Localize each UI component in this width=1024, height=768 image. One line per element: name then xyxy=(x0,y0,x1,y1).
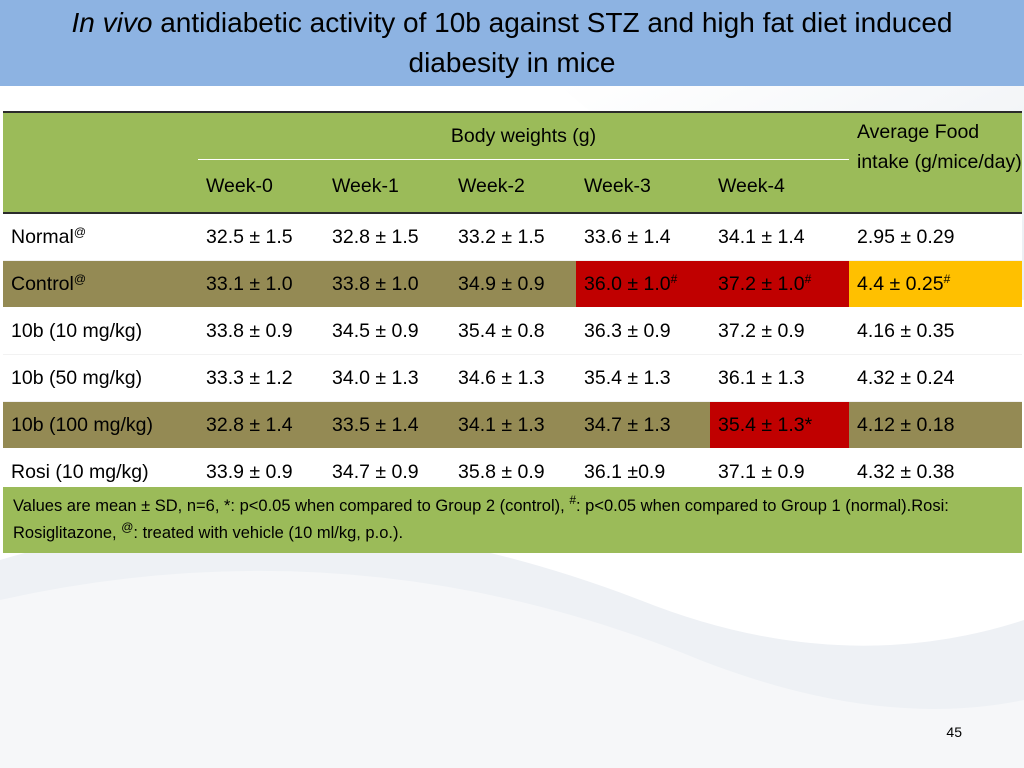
value-cell: 32.5 ± 1.5 xyxy=(198,213,324,261)
at-mark: @ xyxy=(73,224,87,239)
header-group-cell xyxy=(3,111,198,214)
group-cell: 10b (50 mg/kg) xyxy=(3,354,198,402)
value-cell: 34.0 ± 1.3 xyxy=(324,354,450,402)
week-header: Week-2 xyxy=(450,159,576,214)
value-cell: 32.8 ± 1.5 xyxy=(324,213,450,261)
value-cell: 36.3 ± 0.9 xyxy=(576,307,710,355)
hash-mark: # xyxy=(670,271,678,286)
body-weights-header: Body weights (g) xyxy=(198,111,849,160)
hash-mark: # xyxy=(569,493,576,507)
hash-mark: # xyxy=(804,271,812,286)
significant-value-cell: 35.4 ± 1.3* xyxy=(710,401,849,449)
value-cell: 32.8 ± 1.4 xyxy=(198,401,324,449)
value-cell: 34.1 ± 1.3 xyxy=(450,401,576,449)
table-row-control: Control@ 33.1 ± 1.0 33.8 ± 1.0 34.9 ± 0.… xyxy=(3,260,1022,308)
value-cell: 33.8 ± 1.0 xyxy=(324,260,450,308)
value-cell: 33.5 ± 1.4 xyxy=(324,401,450,449)
significant-value-cell: 37.2 ± 1.0# xyxy=(710,260,849,308)
title-line-2: diabesity in mice xyxy=(408,47,616,78)
value-cell: 35.4 ± 1.3 xyxy=(576,354,710,402)
group-cell: 10b (100 mg/kg) xyxy=(3,401,198,449)
page-number: 45 xyxy=(946,724,962,740)
title-text: antidiabetic activity of 10b against STZ… xyxy=(160,7,953,38)
food-cell: 2.95 ± 0.29 xyxy=(849,213,1022,261)
title-line-1: In vivo antidiabetic activity of 10b aga… xyxy=(72,3,953,43)
table-row-10b-100: 10b (100 mg/kg) 32.8 ± 1.4 33.5 ± 1.4 34… xyxy=(3,401,1022,449)
value-cell: 34.1 ± 1.4 xyxy=(710,213,849,261)
value-cell: 33.6 ± 1.4 xyxy=(576,213,710,261)
group-cell: Normal@ xyxy=(3,213,198,261)
week-header: Week-1 xyxy=(324,159,450,214)
food-cell: 4.16 ± 0.35 xyxy=(849,307,1022,355)
food-intake-header: Average Food intake (g/mice/day) xyxy=(849,111,1022,214)
value-cell: 33.8 ± 0.9 xyxy=(198,307,324,355)
table-header-row: Body weights (g) Average Food intake (g/… xyxy=(3,111,1022,214)
value-cell: 34.6 ± 1.3 xyxy=(450,354,576,402)
value-cell: 34.5 ± 0.9 xyxy=(324,307,450,355)
group-cell: Control@ xyxy=(3,260,198,308)
value-cell: 35.4 ± 0.8 xyxy=(450,307,576,355)
value-cell: 33.2 ± 1.5 xyxy=(450,213,576,261)
table-row-10b-50: 10b (50 mg/kg) 33.3 ± 1.2 34.0 ± 1.3 34.… xyxy=(3,354,1022,402)
at-mark: @ xyxy=(73,271,87,286)
group-cell: 10b (10 mg/kg) xyxy=(3,307,198,355)
value-cell: 33.1 ± 1.0 xyxy=(198,260,324,308)
week-header-row: Week-0 Week-1 Week-2 Week-3 Week-4 xyxy=(3,159,1022,214)
week-header: Week-4 xyxy=(710,159,849,214)
food-cell-highlighted: 4.4 ± 0.25# xyxy=(849,260,1022,308)
at-mark: @ xyxy=(121,520,134,534)
title-italic: In vivo xyxy=(71,7,153,38)
slide-title: In vivo antidiabetic activity of 10b aga… xyxy=(0,0,1024,86)
value-cell: 37.2 ± 0.9 xyxy=(710,307,849,355)
value-cell: 33.3 ± 1.2 xyxy=(198,354,324,402)
food-cell: 4.12 ± 0.18 xyxy=(849,401,1022,449)
table-footnote: Values are mean ± SD, n=6, *: p<0.05 whe… xyxy=(3,487,1022,553)
significant-value-cell: 36.0 ± 1.0# xyxy=(576,260,710,308)
value-cell: 34.9 ± 0.9 xyxy=(450,260,576,308)
table-row-10b-10: 10b (10 mg/kg) 33.8 ± 0.9 34.5 ± 0.9 35.… xyxy=(3,307,1022,355)
table-row-normal: Normal@ 32.5 ± 1.5 32.8 ± 1.5 33.2 ± 1.5… xyxy=(3,213,1022,261)
week-header: Week-0 xyxy=(198,159,324,214)
body-weight-table: Body weights (g) Average Food intake (g/… xyxy=(3,111,1022,497)
value-cell: 36.1 ± 1.3 xyxy=(710,354,849,402)
hash-mark: # xyxy=(943,271,951,286)
week-header: Week-3 xyxy=(576,159,710,214)
food-cell: 4.32 ± 0.24 xyxy=(849,354,1022,402)
value-cell: 34.7 ± 1.3 xyxy=(576,401,710,449)
